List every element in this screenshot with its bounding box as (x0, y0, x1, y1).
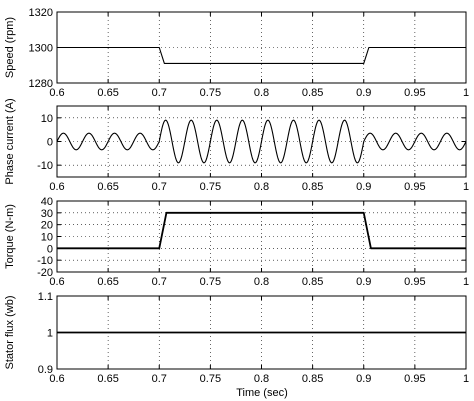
x-tick-label: 0.7 (152, 181, 167, 193)
x-tick-label: 0.85 (302, 373, 323, 385)
x-tick-label: 0.7 (152, 373, 167, 385)
y-tick-label: 1 (47, 328, 53, 340)
x-tick-label: 0.7 (152, 87, 167, 99)
x-axis-title: Time (sec) (236, 387, 288, 399)
x-tick-label: 0.75 (200, 87, 221, 99)
x-tick-label: 0.6 (49, 87, 64, 99)
x-tick-label: 0.75 (200, 373, 221, 385)
x-tick-label: 0.9 (356, 276, 371, 288)
y-tick-label: -20 (37, 267, 53, 279)
x-tick-label: 0.6 (49, 276, 64, 288)
x-tick-label: 0.65 (97, 87, 118, 99)
data-series-1-line (57, 46, 466, 65)
x-tick-label: 0.95 (404, 87, 425, 99)
y-tick-label: 10 (41, 113, 53, 125)
x-tick-label: 0.9 (356, 373, 371, 385)
x-tick-label: 1 (463, 276, 469, 288)
x-tick-label: 0.9 (356, 181, 371, 193)
y-tick-label: 1.1 (38, 291, 53, 303)
x-tick-label: 0.85 (302, 87, 323, 99)
chart-panel-2: 0.6 0.65 0.7 0.75 0.8 0.85 0.9 0.95 1 -10 0 10 Phase… (4, 98, 469, 193)
y-axis-title: Speed (rpm) (4, 17, 16, 78)
x-tick-label: 0.8 (254, 87, 269, 99)
y-tick-label: -10 (37, 255, 53, 267)
x-tick-label: 0.8 (254, 181, 269, 193)
y-tick-label: 0 (47, 243, 53, 255)
y-tick-label: 1300 (29, 43, 53, 55)
x-tick-label: 0.75 (200, 181, 221, 193)
y-tick-label: -10 (37, 160, 53, 172)
x-tick-label: 0.8 (254, 373, 269, 385)
x-tick-label: 0.95 (404, 181, 425, 193)
chart-panel-4: 0.6 0.65 0.7 0.75 0.8 0.85 0.9 0.95 1 0.9 1 1.1 Stat… (4, 291, 469, 385)
x-tick-label: 0.65 (97, 373, 118, 385)
y-axis-title: Phase current (A) (4, 98, 16, 184)
y-axis-title: Torque (N-m) (4, 204, 16, 269)
data-series-1-line (56, 119, 467, 164)
y-axis-title: Stator flux (wb) (4, 296, 16, 370)
y-tick-label: 1280 (29, 78, 53, 90)
x-tick-label: 0.6 (49, 373, 64, 385)
x-tick-label: 0.7 (152, 276, 167, 288)
x-tick-label: 0.6 (49, 181, 64, 193)
x-tick-label: 0.95 (404, 276, 425, 288)
y-tick-label: 40 (41, 196, 53, 208)
chart-panel-1: 0.6 0.65 0.7 0.75 0.8 0.85 0.9 0.95 1 1280 1300 132… (4, 7, 469, 99)
x-tick-label: 0.85 (302, 276, 323, 288)
x-tick-label: 1 (463, 181, 469, 193)
x-tick-label: 0.8 (254, 276, 269, 288)
x-tick-label: 1 (463, 87, 469, 99)
x-tick-label: 1 (463, 373, 469, 385)
x-tick-label: 0.65 (97, 276, 118, 288)
y-tick-label: 0.9 (38, 364, 53, 376)
x-tick-label: 0.85 (302, 181, 323, 193)
x-tick-label: 0.65 (97, 181, 118, 193)
y-tick-label: 0 (47, 137, 53, 149)
x-tick-label: 0.75 (200, 276, 221, 288)
data-series-1-line (57, 211, 466, 250)
x-tick-label: 0.95 (404, 373, 425, 385)
chart-panel-3: 0.6 0.65 0.7 0.75 0.8 0.85 0.9 0.95 1 -20-1001020… (4, 196, 469, 288)
y-tick-label: 1320 (29, 7, 53, 19)
x-tick-label: 0.9 (356, 87, 371, 99)
y-tick-label: 10 (41, 232, 53, 244)
y-tick-label: 20 (41, 220, 53, 232)
y-tick-label: 30 (41, 208, 53, 220)
